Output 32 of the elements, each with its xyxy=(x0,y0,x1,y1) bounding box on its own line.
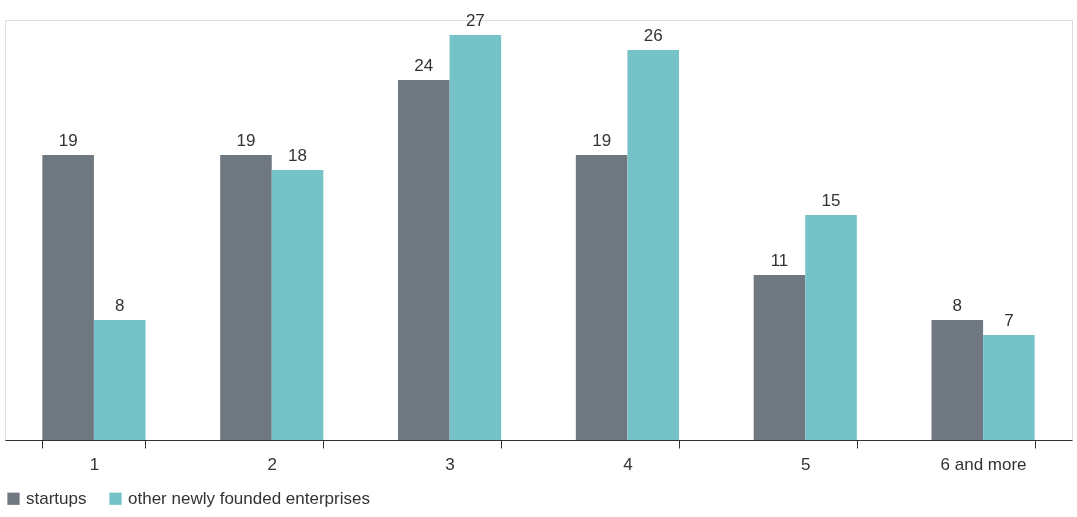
data-label: 24 xyxy=(414,56,434,75)
data-label: 7 xyxy=(1004,311,1014,330)
x-tick-label: 5 xyxy=(801,454,811,474)
bar xyxy=(805,215,857,440)
bar xyxy=(983,335,1035,440)
data-label: 19 xyxy=(58,131,78,150)
data-label: 8 xyxy=(114,296,125,315)
x-tick-label: 4 xyxy=(623,454,633,474)
legend-label: other newly founded enterprises xyxy=(128,488,370,508)
x-tick-label: 6 and more xyxy=(940,454,1027,474)
legend-label: startups xyxy=(26,488,87,508)
data-label: 18 xyxy=(288,146,307,165)
data-label: 19 xyxy=(592,131,612,150)
bar xyxy=(753,275,806,440)
data-label: 19 xyxy=(236,131,256,150)
data-label: 11 xyxy=(770,251,789,270)
bar xyxy=(627,50,679,440)
data-label: 15 xyxy=(821,191,841,210)
bar xyxy=(220,155,272,440)
bar xyxy=(42,155,94,440)
x-tick-label: 3 xyxy=(445,454,455,474)
data-label: 8 xyxy=(952,296,963,315)
bar xyxy=(449,35,502,440)
x-tick-label: 2 xyxy=(267,454,277,474)
data-label: 27 xyxy=(465,11,485,30)
data-label: 26 xyxy=(643,26,663,45)
bar xyxy=(271,170,324,440)
bar xyxy=(575,155,628,440)
bar xyxy=(398,80,450,440)
bar xyxy=(93,320,146,440)
x-tick-label: 1 xyxy=(89,454,100,474)
bar xyxy=(931,320,984,440)
